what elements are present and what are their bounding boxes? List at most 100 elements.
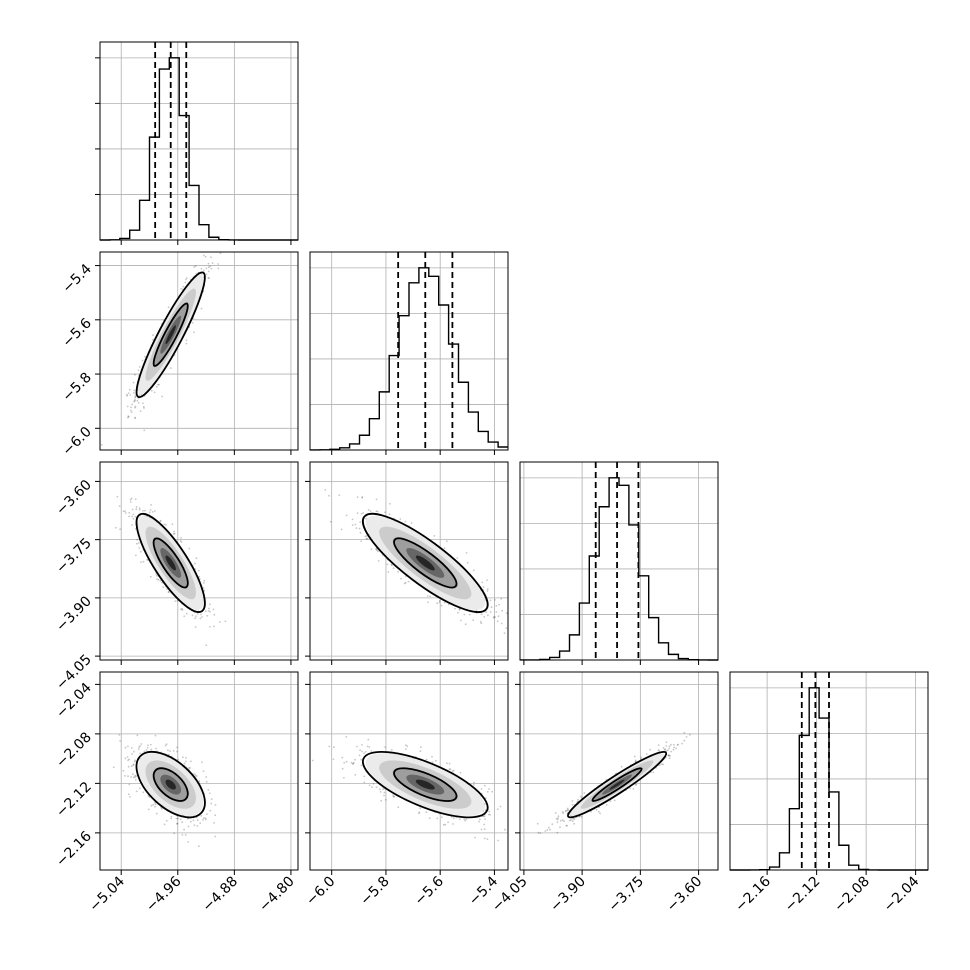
sample-point xyxy=(367,738,370,741)
sample-point xyxy=(464,819,467,822)
sample-point xyxy=(199,578,201,580)
sample-point xyxy=(364,751,367,753)
sample-point xyxy=(486,590,489,592)
sample-point xyxy=(404,581,407,584)
sample-point xyxy=(376,549,378,552)
sample-point xyxy=(354,523,357,526)
sample-point xyxy=(217,263,220,265)
sample-point xyxy=(198,245,200,247)
sample-point xyxy=(129,409,132,412)
sample-point xyxy=(501,609,504,612)
sample-point xyxy=(133,399,136,402)
sample-point xyxy=(345,760,348,763)
sample-point xyxy=(649,748,651,751)
sample-point xyxy=(351,762,354,765)
sample-point xyxy=(208,792,211,795)
sample-point xyxy=(363,775,366,778)
sample-point xyxy=(480,613,483,616)
sample-point xyxy=(366,745,369,748)
sample-point xyxy=(386,563,389,566)
sample-point xyxy=(365,535,368,537)
sample-point xyxy=(479,818,481,821)
sample-point xyxy=(134,396,137,399)
sample-point xyxy=(444,823,447,826)
sample-point xyxy=(175,817,178,820)
sample-point xyxy=(128,388,131,391)
sample-point xyxy=(488,810,491,813)
sample-point xyxy=(442,823,445,826)
sample-point xyxy=(185,277,188,279)
sample-point xyxy=(668,745,671,748)
sample-point xyxy=(193,824,196,827)
sample-point xyxy=(155,812,158,815)
sample-point xyxy=(332,758,335,761)
sample-point xyxy=(377,550,379,553)
sample-point xyxy=(472,569,475,572)
sample-point xyxy=(161,581,163,584)
sample-point xyxy=(480,828,483,831)
x-tick-label: −3.75 xyxy=(606,874,648,916)
histogram-bars xyxy=(520,477,718,661)
contour-line xyxy=(361,750,489,819)
sample-point xyxy=(137,542,140,544)
sample-point xyxy=(185,339,188,342)
sample-point xyxy=(159,579,162,582)
sample-point xyxy=(445,540,448,543)
sample-point xyxy=(418,812,420,815)
sample-point xyxy=(375,548,377,551)
sample-point xyxy=(132,764,135,766)
panel-grid xyxy=(310,252,508,450)
sample-point xyxy=(183,828,186,831)
sample-point xyxy=(142,791,145,794)
panel-frame xyxy=(99,671,299,871)
sample-point xyxy=(360,758,362,761)
sample-point xyxy=(138,366,141,368)
density-shading xyxy=(138,515,204,610)
contour-line xyxy=(361,512,489,613)
sample-point xyxy=(134,498,137,500)
sample-point xyxy=(207,262,210,265)
sample-point xyxy=(161,807,163,810)
sample-point xyxy=(440,604,443,607)
sample-point xyxy=(219,252,222,255)
sample-point xyxy=(361,496,364,498)
sample-point xyxy=(213,625,215,628)
sample-point xyxy=(210,798,213,800)
sample-point xyxy=(147,795,150,797)
sample-point xyxy=(134,417,137,420)
sample-point xyxy=(114,526,117,529)
sample-point xyxy=(202,587,205,589)
sample-point xyxy=(180,537,182,539)
sample-point xyxy=(210,267,213,270)
sample-point xyxy=(134,759,137,762)
x-tick-label: −4.88 xyxy=(200,874,242,916)
sample-point xyxy=(490,606,493,609)
sample-point xyxy=(390,563,393,566)
sample-point xyxy=(504,828,506,831)
sample-point xyxy=(194,265,197,268)
sample-point xyxy=(124,512,127,514)
y-tick-label: −2.08 xyxy=(53,729,95,771)
sample-point xyxy=(136,734,139,737)
sample-point xyxy=(213,822,215,824)
sample-point xyxy=(488,788,490,790)
sample-point xyxy=(112,766,115,769)
sample-point xyxy=(127,415,130,417)
sample-point xyxy=(368,746,371,748)
sample-point xyxy=(211,262,214,264)
sample-point xyxy=(193,266,196,268)
sample-point xyxy=(672,748,675,751)
sample-point xyxy=(353,761,355,764)
sample-point xyxy=(214,835,217,838)
sample-point xyxy=(207,266,210,269)
sample-point xyxy=(134,398,136,401)
sample-point xyxy=(384,746,386,748)
sample-point xyxy=(150,804,153,807)
sample-point xyxy=(480,788,483,790)
sample-point xyxy=(154,510,156,512)
sample-point xyxy=(487,614,489,617)
sample-point xyxy=(208,607,211,610)
sample-point xyxy=(170,815,173,818)
sample-point xyxy=(149,575,152,578)
sample-point xyxy=(133,389,136,392)
